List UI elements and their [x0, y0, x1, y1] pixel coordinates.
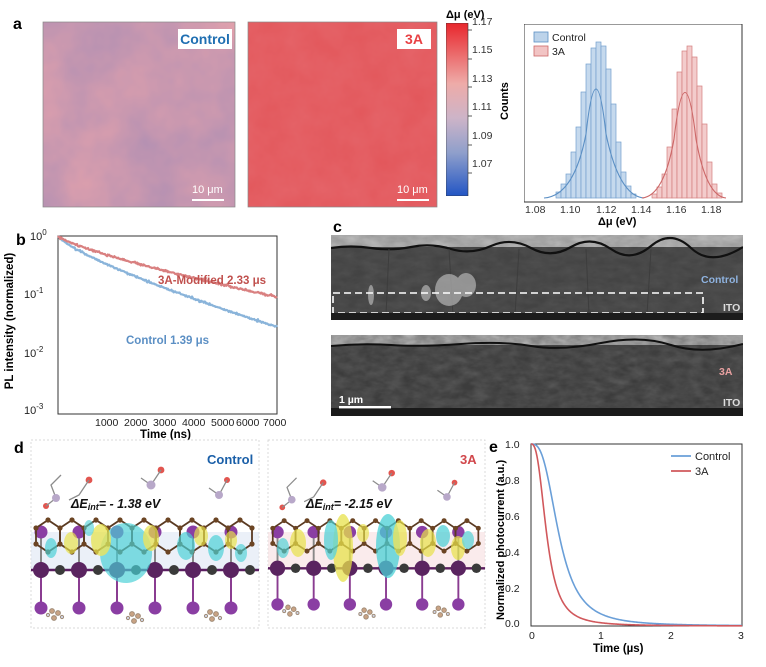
svg-text:Control: Control [695, 451, 730, 463]
svg-text:Control: Control [207, 452, 253, 467]
svg-text:ΔEint= -2.15 eV: ΔEint= -2.15 eV [305, 497, 393, 512]
svg-text:3A: 3A [695, 466, 709, 478]
svg-text:ΔEint= - 1.38 eV: ΔEint= - 1.38 eV [70, 497, 162, 512]
svg-text:3A: 3A [460, 452, 477, 467]
